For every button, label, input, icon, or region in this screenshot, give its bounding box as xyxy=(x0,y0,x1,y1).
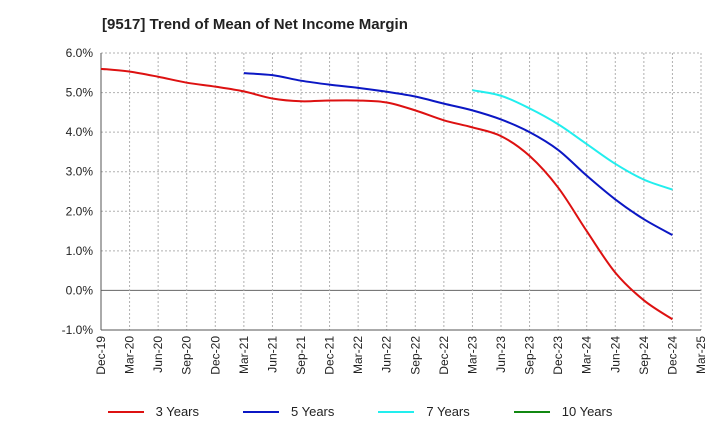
y-tick-label: 4.0% xyxy=(66,125,94,139)
y-tick-label: 5.0% xyxy=(66,86,94,100)
x-tick-label: Jun-20 xyxy=(151,336,165,373)
series-line-5-years xyxy=(243,72,673,236)
chart-title: [9517] Trend of Mean of Net Income Margi… xyxy=(102,16,408,33)
x-tick-labels: Dec-19 Mar-20 Jun-20 Sep-20 Dec-20 Mar-21 Jun-… xyxy=(94,336,708,375)
y-tick-label: 6.0% xyxy=(66,46,94,60)
x-tick-label: Dec-24 xyxy=(665,336,679,375)
legend-item: 3 Years xyxy=(107,404,199,419)
x-tick-label: Mar-24 xyxy=(580,336,594,374)
series-line-7-years xyxy=(472,89,673,191)
series-lines xyxy=(100,67,673,321)
legend-swatch xyxy=(107,410,144,413)
x-tick-label: Jun-22 xyxy=(380,336,394,373)
legend-item: 5 Years xyxy=(243,404,334,419)
series-line-3-years xyxy=(100,67,673,321)
x-tick-label: Jun-21 xyxy=(265,336,279,373)
y-tick-label: 3.0% xyxy=(66,165,94,179)
x-tick-label: Mar-22 xyxy=(351,336,365,374)
y-tick-label: -1.0% xyxy=(62,323,94,337)
x-tick-label: Dec-19 xyxy=(94,336,108,375)
legend-item: 7 Years xyxy=(378,404,470,419)
x-tick-label: Dec-22 xyxy=(437,336,451,375)
y-tick-labels: 6.0% 5.0% 4.0% 3.0% 2.0% 1.0% 0.0% -1.0% xyxy=(62,46,94,337)
legend-swatch xyxy=(513,410,550,413)
x-tick-label: Sep-22 xyxy=(408,336,422,375)
x-tick-label: Mar-20 xyxy=(123,336,137,374)
legend: 3 Years 5 Years 7 Years 10 Years xyxy=(0,404,720,419)
legend-label: 5 Years xyxy=(291,404,335,419)
y-tick-label: 2.0% xyxy=(66,204,94,218)
x-tick-label: Dec-23 xyxy=(551,336,565,375)
y-tick-label: 1.0% xyxy=(66,244,94,258)
x-tick-label: Mar-21 xyxy=(237,336,251,374)
x-tick-label: Sep-21 xyxy=(294,336,308,375)
axes xyxy=(100,53,701,331)
legend-swatch xyxy=(243,410,279,413)
x-tick-label: Sep-20 xyxy=(180,336,194,375)
legend-label: 10 Years xyxy=(561,404,613,419)
x-tick-label: Dec-21 xyxy=(323,336,337,375)
legend-item: 10 Years xyxy=(513,404,613,419)
x-tick-label: Jun-23 xyxy=(494,336,508,373)
legend-label: 3 Years xyxy=(155,404,199,419)
x-tick-label: Jun-24 xyxy=(608,336,622,373)
x-tick-label: Dec-20 xyxy=(208,336,222,375)
x-tick-label: Mar-25 xyxy=(694,336,708,374)
legend-swatch xyxy=(378,410,415,413)
legend-label: 7 Years xyxy=(426,404,470,419)
x-tick-label: Sep-24 xyxy=(637,336,651,375)
y-tick-label: 0.0% xyxy=(66,283,94,297)
plot-area xyxy=(101,53,701,330)
x-tick-label: Sep-23 xyxy=(523,336,537,375)
x-tick-label: Mar-23 xyxy=(465,336,479,374)
